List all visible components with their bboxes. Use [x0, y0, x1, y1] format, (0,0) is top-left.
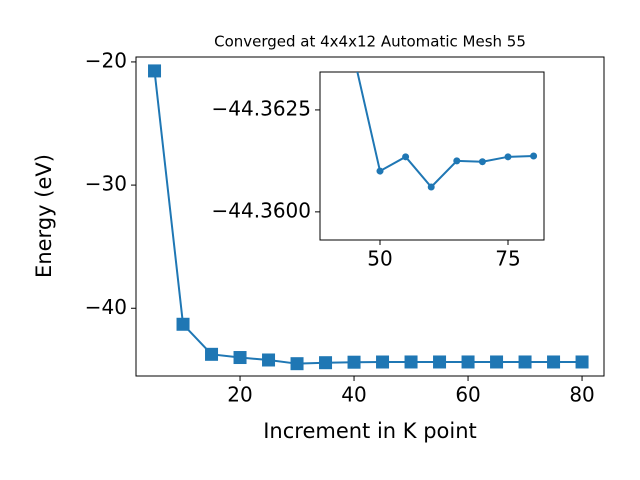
marker	[404, 355, 418, 369]
x-tick-label: 50	[367, 247, 392, 271]
marker	[547, 355, 561, 369]
marker	[376, 355, 390, 369]
marker	[453, 157, 461, 165]
marker	[176, 317, 190, 331]
marker	[504, 153, 512, 161]
marker	[205, 347, 219, 361]
marker	[461, 355, 475, 369]
y-tick-label: −44.3600	[212, 198, 311, 222]
plot-content	[356, 72, 538, 191]
marker	[233, 351, 247, 365]
marker	[530, 152, 538, 160]
x-tick-label: 80	[569, 383, 594, 407]
x-tick-label: 60	[455, 383, 480, 407]
marker	[290, 357, 304, 371]
marker	[376, 167, 384, 175]
marker	[490, 355, 504, 369]
marker	[347, 355, 361, 369]
series-line	[153, 70, 583, 365]
marker	[575, 355, 589, 369]
x-tick-label: 75	[495, 247, 520, 271]
y-tick-label: −44.3625	[212, 96, 311, 120]
marker	[262, 353, 276, 367]
y-axis-label: Energy (eV)	[32, 154, 56, 278]
x-axis-label: Increment in K point	[263, 419, 477, 443]
chart-title: Converged at 4x4x12 Automatic Mesh 55	[214, 33, 526, 51]
marker	[433, 355, 447, 369]
marker	[148, 64, 162, 78]
plot-content	[148, 64, 589, 371]
marker	[402, 153, 410, 161]
x-tick-label: 20	[227, 383, 252, 407]
marker	[518, 355, 532, 369]
y-tick-label: −20	[85, 48, 127, 72]
marker	[319, 356, 333, 370]
y-tick-label: −40	[85, 295, 127, 319]
series-line	[356, 72, 534, 189]
y-tick-label: −30	[85, 172, 127, 196]
x-tick-label: 40	[341, 383, 366, 407]
marker	[478, 158, 486, 166]
marker	[427, 183, 435, 191]
